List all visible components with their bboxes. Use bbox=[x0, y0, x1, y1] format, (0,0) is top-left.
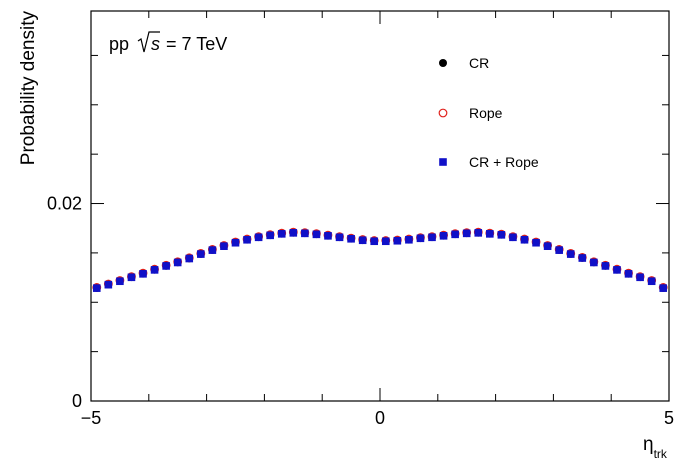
x-tick-label: −5 bbox=[81, 408, 102, 428]
data-point bbox=[439, 232, 448, 240]
data-point bbox=[405, 235, 413, 244]
annotation: pp s = 7 TeV bbox=[109, 31, 227, 54]
x-axis-title-main: η bbox=[643, 434, 654, 455]
data-point bbox=[428, 233, 436, 242]
data-point bbox=[590, 258, 598, 267]
data-point bbox=[347, 234, 355, 243]
legend-label: Rope bbox=[469, 105, 503, 121]
data-point bbox=[335, 233, 344, 242]
data-point bbox=[613, 266, 621, 274]
data-point bbox=[509, 233, 517, 242]
data-point bbox=[266, 231, 274, 240]
data-point bbox=[243, 235, 251, 244]
data-point bbox=[208, 246, 217, 254]
data-point bbox=[92, 284, 101, 292]
data-point bbox=[451, 230, 459, 239]
data-point bbox=[301, 229, 309, 238]
data-point bbox=[543, 242, 552, 250]
x-tick-label: 0 bbox=[375, 408, 385, 428]
legend-label: CR + Rope bbox=[469, 154, 539, 170]
legend-marker bbox=[438, 108, 448, 118]
legend-item: Rope bbox=[438, 105, 503, 121]
data-point bbox=[220, 242, 228, 250]
data-point bbox=[150, 266, 159, 274]
data-point bbox=[566, 250, 575, 258]
data-point bbox=[370, 237, 379, 246]
data-point bbox=[462, 229, 471, 238]
y-axis-title: Probability density bbox=[18, 11, 39, 166]
series-cr-rope bbox=[92, 229, 668, 292]
annotation-suffix: = 7 TeV bbox=[166, 34, 227, 54]
data-point bbox=[139, 270, 147, 278]
legend-item: CR + Rope bbox=[439, 154, 539, 170]
x-tick-label: 5 bbox=[664, 408, 674, 428]
data-point bbox=[231, 238, 240, 247]
data-point bbox=[659, 284, 668, 292]
legend-label: CR bbox=[469, 55, 489, 71]
data-points bbox=[92, 227, 668, 292]
data-point bbox=[601, 262, 610, 270]
data-point bbox=[162, 262, 170, 270]
data-point bbox=[185, 254, 194, 263]
data-point bbox=[127, 273, 136, 282]
x-axis-title-subscript: trk bbox=[654, 447, 668, 461]
data-point bbox=[312, 230, 321, 239]
data-point bbox=[393, 236, 402, 245]
data-point bbox=[532, 238, 540, 247]
data-point bbox=[647, 277, 656, 286]
legend-item: CR bbox=[439, 55, 489, 71]
data-point bbox=[289, 229, 298, 237]
y-tick-label: 0.02 bbox=[47, 194, 82, 214]
tick-labels: −5 0 500.02 bbox=[47, 194, 674, 428]
y-tick-label: 0 bbox=[72, 391, 82, 411]
data-point bbox=[197, 250, 205, 258]
data-point bbox=[486, 230, 494, 238]
data-point bbox=[358, 236, 367, 245]
data-point bbox=[497, 231, 506, 239]
legend: CR Rope CR + Rope bbox=[438, 55, 539, 170]
data-point bbox=[555, 246, 563, 254]
annotation-sqrt-s: s bbox=[151, 34, 160, 54]
x-axis-title: ηtrk bbox=[643, 434, 668, 461]
data-point bbox=[474, 229, 483, 237]
annotation-prefix: pp bbox=[109, 34, 129, 54]
plot-frame bbox=[90, 10, 670, 402]
data-point bbox=[277, 230, 286, 238]
data-point bbox=[254, 233, 263, 242]
data-point bbox=[381, 237, 390, 246]
data-point bbox=[173, 258, 182, 267]
legend-marker bbox=[439, 158, 447, 166]
data-point bbox=[416, 234, 425, 243]
data-point bbox=[520, 235, 529, 244]
data-point bbox=[578, 254, 587, 262]
data-point bbox=[104, 280, 113, 289]
legend-marker bbox=[439, 59, 447, 67]
data-point bbox=[624, 270, 633, 278]
data-point bbox=[636, 273, 644, 282]
data-point bbox=[116, 277, 124, 286]
data-point bbox=[324, 232, 332, 240]
sqrt-sign bbox=[137, 31, 160, 53]
